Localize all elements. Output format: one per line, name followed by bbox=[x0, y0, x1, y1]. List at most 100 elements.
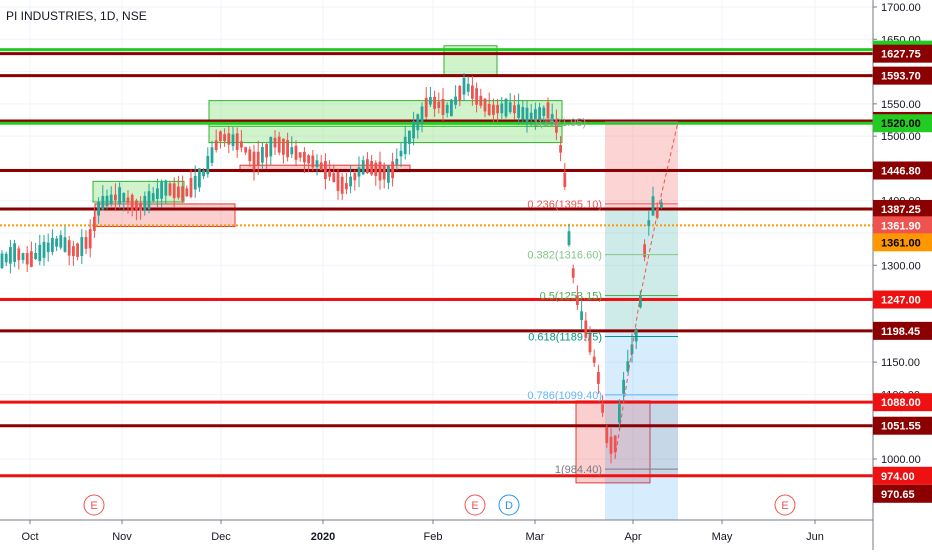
candle-body bbox=[542, 107, 546, 117]
candle bbox=[282, 138, 285, 164]
candle bbox=[399, 142, 403, 168]
x-axis-tick-label: Feb bbox=[424, 531, 443, 543]
candle bbox=[454, 85, 457, 109]
candle-body bbox=[546, 102, 550, 119]
candle-body bbox=[156, 188, 159, 199]
candle bbox=[202, 168, 205, 180]
price-label: 1446.80 bbox=[873, 161, 932, 180]
candle bbox=[168, 182, 172, 197]
candle-body bbox=[374, 162, 378, 177]
candle-body bbox=[336, 172, 340, 191]
x-axis-tick-label: 2020 bbox=[311, 531, 335, 543]
candle bbox=[227, 125, 231, 154]
candle-body bbox=[618, 404, 621, 423]
candle-body bbox=[42, 241, 46, 258]
candle bbox=[445, 102, 449, 118]
candle-body bbox=[101, 195, 105, 210]
candle bbox=[307, 153, 310, 172]
candle bbox=[147, 183, 151, 214]
candle-body bbox=[97, 202, 100, 216]
candle-body bbox=[450, 99, 453, 117]
candle-body bbox=[324, 161, 327, 180]
candle bbox=[580, 299, 583, 330]
candle-body bbox=[559, 145, 562, 153]
candle-body bbox=[277, 136, 281, 153]
candle bbox=[429, 86, 432, 107]
candle bbox=[353, 169, 357, 191]
candle bbox=[387, 164, 390, 190]
candle-body bbox=[63, 237, 67, 253]
candle-body bbox=[479, 95, 483, 106]
candle-body bbox=[584, 320, 588, 338]
candle-body bbox=[122, 193, 126, 203]
candle bbox=[30, 241, 33, 268]
candle-body bbox=[25, 252, 29, 265]
price-label: 1627.75 bbox=[873, 44, 932, 63]
candle bbox=[500, 97, 504, 120]
candle bbox=[46, 233, 50, 262]
price-label-text: 1627.75 bbox=[881, 49, 921, 61]
candle-body bbox=[0, 253, 4, 268]
candle bbox=[571, 264, 575, 284]
candle-body bbox=[294, 145, 298, 160]
candle-body bbox=[382, 165, 386, 180]
candle-body bbox=[248, 149, 252, 162]
candle bbox=[403, 125, 407, 160]
price-label-text: 1387.25 bbox=[881, 204, 921, 216]
candle bbox=[597, 364, 600, 394]
candle bbox=[332, 165, 336, 183]
candle-body bbox=[311, 155, 315, 168]
candle-body bbox=[424, 97, 428, 117]
candle-body bbox=[601, 404, 604, 413]
candle-body bbox=[160, 182, 163, 199]
x-axis[interactable]: Oct Nov Dec 2020 Feb Mar Apr May Jun bbox=[0, 519, 873, 543]
candle-body bbox=[319, 162, 323, 171]
candle-body bbox=[475, 88, 478, 105]
candle bbox=[466, 76, 470, 96]
candle bbox=[126, 190, 130, 214]
price-label-bg bbox=[873, 161, 932, 180]
candle-body bbox=[416, 114, 420, 131]
candle bbox=[118, 182, 121, 209]
candle-body bbox=[391, 161, 394, 179]
candle-body bbox=[647, 220, 651, 227]
candle bbox=[277, 131, 281, 156]
candle bbox=[177, 175, 180, 200]
candle bbox=[198, 168, 201, 192]
candle bbox=[156, 178, 159, 208]
price-label-bg bbox=[873, 199, 932, 218]
candle bbox=[164, 179, 168, 205]
horizontal-levels bbox=[0, 48, 873, 478]
candle-body bbox=[550, 114, 554, 123]
candle bbox=[42, 234, 46, 266]
candle bbox=[101, 185, 105, 211]
candle-body bbox=[235, 133, 239, 151]
candle-body bbox=[290, 147, 294, 155]
x-axis-tick-label: Jun bbox=[806, 531, 824, 543]
candle-body bbox=[198, 168, 201, 188]
candle bbox=[626, 349, 630, 373]
candle-body bbox=[286, 140, 289, 158]
candle bbox=[424, 87, 428, 120]
y-axis[interactable]: 1000.001050.001100.001150.001200.001250.… bbox=[872, 0, 932, 550]
candle-body bbox=[151, 193, 155, 201]
candle-body bbox=[403, 136, 407, 155]
candle bbox=[462, 73, 466, 101]
candle-body bbox=[655, 208, 659, 218]
candle bbox=[504, 97, 508, 119]
candle-body bbox=[378, 161, 382, 181]
price-label: 1198.45 bbox=[873, 321, 932, 340]
candle bbox=[592, 349, 596, 368]
fib-label: 0.5(1253.15) bbox=[540, 291, 602, 303]
y-axis-tick-label: 1700.00 bbox=[881, 2, 921, 14]
candle-body bbox=[269, 137, 273, 157]
candle bbox=[618, 399, 621, 431]
price-label: 1361.00 bbox=[873, 233, 932, 252]
candle-body bbox=[622, 379, 625, 394]
candle-body bbox=[265, 144, 268, 158]
candle bbox=[639, 290, 642, 309]
